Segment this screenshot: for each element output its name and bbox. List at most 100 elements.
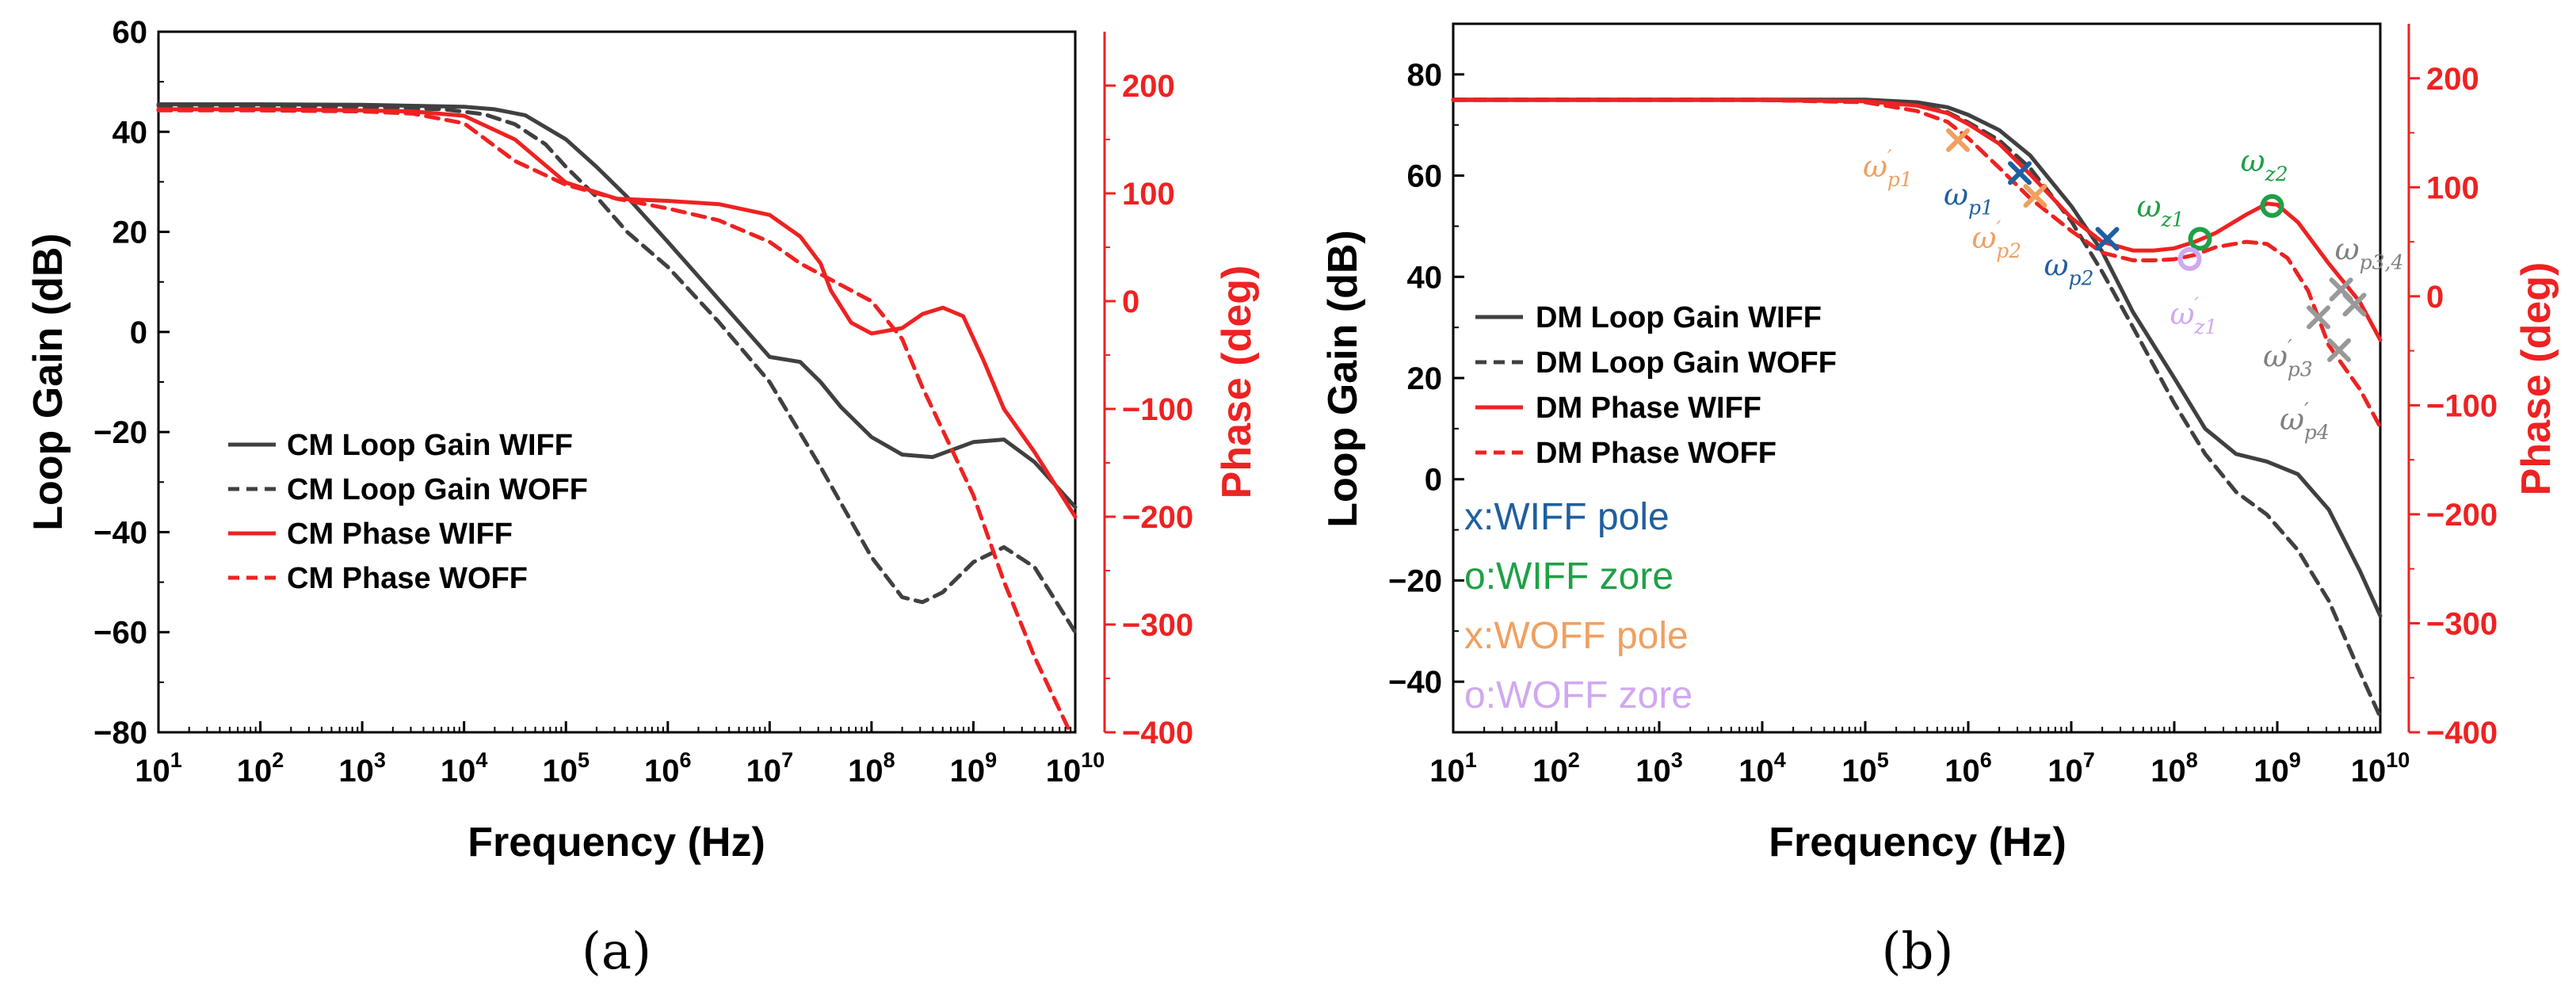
zero-marker xyxy=(2188,227,2212,251)
y2-tick-label: −100 xyxy=(1122,392,1193,427)
pole-zero-label: ω′ p3 xyxy=(2263,335,2313,380)
legend-label-cm-phase-woff: CM Phase WOFF xyxy=(287,562,528,595)
x-tick-label: 102 xyxy=(1532,748,1580,789)
y-tick-label: 0 xyxy=(1425,463,1442,498)
x-tick-label: 108 xyxy=(2150,748,2198,789)
y-tick-label: 20 xyxy=(1407,361,1443,396)
pole-zero-label: ωp2 xyxy=(2044,247,2094,289)
panel-label-a: (a) xyxy=(582,923,651,981)
y2-tick-label: 100 xyxy=(1122,177,1175,212)
y-tick-label: −40 xyxy=(93,515,147,550)
pole-marker xyxy=(2342,292,2367,317)
x-tick-label: 101 xyxy=(1429,748,1477,789)
plot-frame-a xyxy=(157,30,1077,734)
legend-label-cm-gain-wiff: CM Loop Gain WIFF xyxy=(287,429,573,462)
y-tick-label: 20 xyxy=(113,216,148,250)
x-tick-label: 106 xyxy=(1944,748,1992,789)
x-axis-title-b: Frequency (Hz) xyxy=(1769,819,2067,865)
series-group-a xyxy=(156,102,1078,735)
pole-zero-label: ωz1 xyxy=(2137,189,2185,231)
y-axis-title-a: Loop Gain (dB) xyxy=(25,233,71,530)
zero-marker xyxy=(2177,246,2202,271)
y2-tick-label: 200 xyxy=(1122,69,1175,104)
pole-zero-label: ωp1 xyxy=(1944,177,1994,219)
y2-axis-title-a: Phase (deg) xyxy=(1214,265,1260,499)
y-tick-label: −40 xyxy=(1388,665,1442,700)
y-tick-label: 60 xyxy=(1407,159,1443,194)
pole-zero-label: ωp3,4 xyxy=(2335,231,2404,273)
pole-marker xyxy=(2095,227,2120,251)
legend-label-dm-phase-wiff: DM Phase WIFF xyxy=(1536,392,1761,425)
panel-label-b: (b) xyxy=(1882,923,1954,981)
x-tick-label: 104 xyxy=(1738,748,1786,789)
y-ticks-b: −40 −20 0 20 40 60 80 xyxy=(1388,58,1464,700)
pole-marker xyxy=(2327,338,2351,362)
y2-tick-label: 0 xyxy=(1122,285,1139,319)
x-tick-label: 108 xyxy=(848,748,895,789)
x-tick-label: 106 xyxy=(644,748,692,789)
pole-marker xyxy=(2008,161,2032,185)
legend-label-dm-phase-woff: DM Phase WOFF xyxy=(1536,437,1776,470)
x-tick-label: 105 xyxy=(542,748,590,789)
legend-label-cm-phase-wiff: CM Phase WIFF xyxy=(287,518,513,551)
zero-marker xyxy=(2260,193,2284,218)
y2-tick-label: −400 xyxy=(1122,716,1193,751)
y2-tick-label: −100 xyxy=(2426,388,2498,423)
x-tick-label: 109 xyxy=(2254,748,2301,789)
legend-b: DM Loop Gain WIFF DM Loop Gain WOFF DM P… xyxy=(1475,301,1837,470)
x-tick-label: 103 xyxy=(1635,748,1683,789)
x-tick-label: 1010 xyxy=(2351,748,2410,789)
pole-zero-label: ω′ z1 xyxy=(2170,293,2218,338)
pole-zero-label: ω′ p1 xyxy=(1863,146,1913,191)
x-tick-label: 101 xyxy=(135,748,182,789)
pole-zero-label: ω′ p4 xyxy=(2280,399,2330,444)
x-tick-label: 103 xyxy=(338,748,386,789)
series-line-b-3 xyxy=(1451,97,2383,430)
pole-zero-label: ωz2 xyxy=(2241,143,2288,185)
legend-label-dm-gain-woff: DM Loop Gain WOFF xyxy=(1536,346,1837,380)
series-line-a-3 xyxy=(156,108,1073,735)
x-tick-label: 102 xyxy=(237,748,284,789)
x-tick-label: 107 xyxy=(2047,748,2095,789)
series-line-a-1 xyxy=(156,104,1078,635)
x-tick-label: 109 xyxy=(950,748,998,789)
marker-legend-woff-pole: x:WOFF pole xyxy=(1464,615,1689,657)
y2-tick-label: 100 xyxy=(2426,170,2479,205)
y-tick-label: 0 xyxy=(130,315,147,350)
y2-tick-label: −300 xyxy=(1122,608,1193,643)
y-tick-label: −20 xyxy=(1388,563,1442,598)
y-tick-label: 60 xyxy=(113,15,148,50)
y-tick-label: −60 xyxy=(93,616,147,651)
y-tick-label: −20 xyxy=(93,415,147,450)
chart-a: 101 102 103 104 105 106 107 108 109 1010 −80 −60 −4… xyxy=(25,15,1260,981)
pole-marker xyxy=(2307,305,2330,330)
y-tick-label: 40 xyxy=(113,115,148,150)
x-tick-label: 107 xyxy=(746,748,794,789)
marker-legend-woff-zero: o:WOFF zore xyxy=(1464,674,1693,716)
series-line-a-2 xyxy=(156,107,1078,519)
y2-tick-label: −400 xyxy=(2426,716,2498,751)
y2-ticks-a: −400 −300 −200 −100 0 100 200 xyxy=(1105,69,1193,751)
marker-legend-b: x:WIFF pole o:WIFF zore x:WOFF pole o:WO… xyxy=(1464,496,1693,716)
y-tick-label: 40 xyxy=(1407,260,1443,295)
y-axis-title-b: Loop Gain (dB) xyxy=(1320,230,1366,527)
y2-tick-label: −200 xyxy=(2426,498,2498,533)
x-tick-label: 105 xyxy=(1841,748,1889,789)
marker-legend-wiff-zero: o:WIFF zore xyxy=(1464,556,1673,598)
pole-zero-label: ω′ p2 xyxy=(1972,217,2022,262)
y-tick-label: −80 xyxy=(93,716,147,751)
y2-tick-label: 0 xyxy=(2426,280,2444,315)
pole-marker xyxy=(1946,128,1970,152)
y2-axis-title-b: Phase (deg) xyxy=(2513,262,2559,496)
x-ticks-b: 101 102 103 104 105 106 107 108 109 1010 xyxy=(1429,721,2410,789)
y-ticks-a: −80 −60 −40 −20 0 20 40 60 xyxy=(93,15,170,751)
marker-legend-wiff-pole: x:WIFF pole xyxy=(1464,496,1670,538)
y2-tick-label: −200 xyxy=(1122,500,1193,535)
x-tick-label: 1010 xyxy=(1046,748,1105,789)
legend-a: CM Loop Gain WIFF CM Loop Gain WOFF CM P… xyxy=(228,429,588,595)
pole-marker xyxy=(2023,184,2047,208)
legend-label-dm-gain-wiff: DM Loop Gain WIFF xyxy=(1536,301,1822,334)
y2-tick-label: 200 xyxy=(2426,62,2479,97)
